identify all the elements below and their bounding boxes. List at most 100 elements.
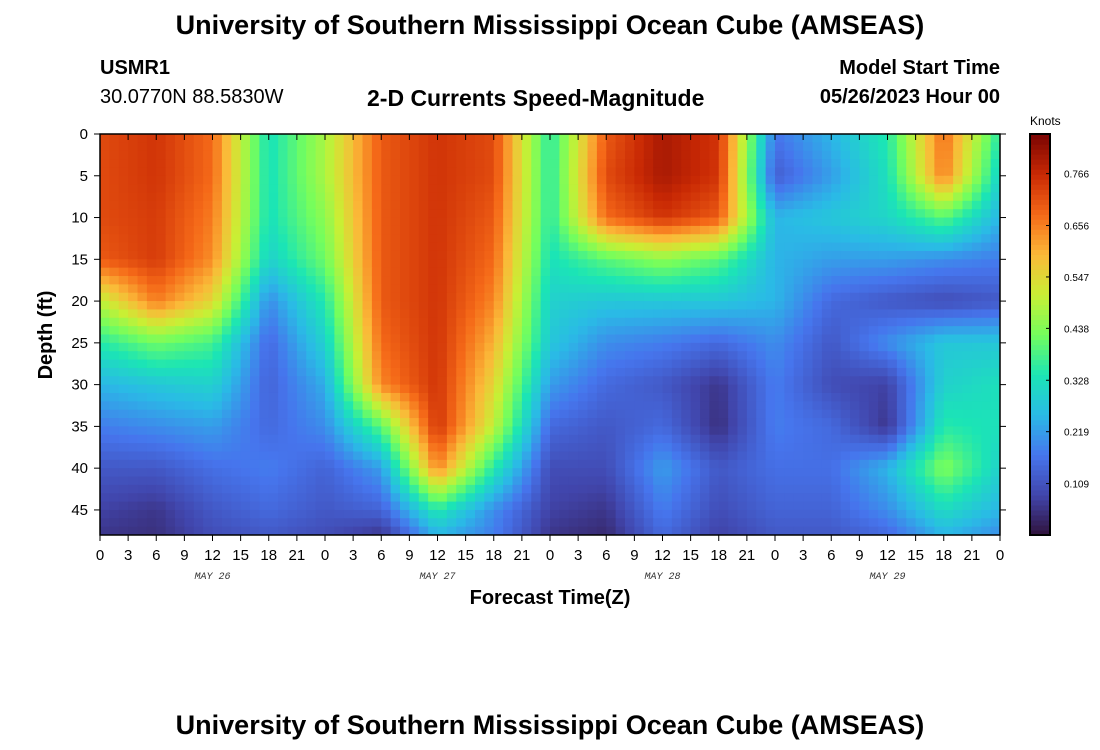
heatmap-cell bbox=[390, 301, 401, 311]
heatmap-cell bbox=[259, 376, 270, 386]
heatmap-cell bbox=[953, 276, 964, 285]
heatmap-cell bbox=[953, 468, 964, 478]
heatmap-cell bbox=[606, 426, 617, 436]
colorbar-segment bbox=[1030, 304, 1050, 311]
heatmap-cell bbox=[962, 159, 973, 169]
heatmap-cell bbox=[540, 326, 551, 336]
heatmap-cell bbox=[812, 175, 823, 185]
heatmap-cell bbox=[100, 359, 110, 369]
heatmap-cell bbox=[943, 276, 954, 285]
heatmap-cell bbox=[278, 234, 289, 244]
heatmap-cell bbox=[662, 493, 673, 503]
heatmap-cell bbox=[681, 167, 692, 177]
heatmap-cell bbox=[268, 476, 279, 486]
heatmap-cell bbox=[418, 292, 429, 302]
heatmap-cell bbox=[268, 443, 279, 453]
heatmap-cell bbox=[990, 468, 1000, 478]
heatmap-cell bbox=[146, 192, 157, 202]
heatmap-cell bbox=[671, 476, 682, 486]
heatmap-cell bbox=[503, 392, 514, 402]
heatmap-cell bbox=[831, 426, 842, 436]
heatmap-cell bbox=[381, 200, 392, 210]
heatmap-cell bbox=[859, 217, 870, 227]
heatmap-cell bbox=[559, 150, 570, 160]
heatmap-cell bbox=[156, 192, 167, 202]
heatmap-cell bbox=[390, 418, 401, 427]
heatmap-cell bbox=[268, 434, 279, 444]
heatmap-cell bbox=[475, 367, 485, 377]
heatmap-cell bbox=[915, 159, 926, 169]
heatmap-cell bbox=[568, 526, 579, 535]
heatmap-cell bbox=[793, 493, 804, 503]
heatmap-cell bbox=[850, 359, 860, 369]
heatmap-cell bbox=[728, 334, 739, 344]
heatmap-cell bbox=[662, 468, 673, 478]
heatmap-cell bbox=[850, 242, 860, 252]
heatmap-cell bbox=[625, 292, 635, 302]
heatmap-cell bbox=[371, 192, 382, 202]
heatmap-cell bbox=[203, 192, 214, 202]
heatmap-cell bbox=[146, 451, 157, 461]
x-tick-label: 12 bbox=[879, 547, 896, 564]
heatmap-cell bbox=[709, 184, 720, 194]
heatmap-cell bbox=[250, 451, 260, 461]
heatmap-cell bbox=[625, 276, 635, 285]
heatmap-cell bbox=[934, 175, 945, 185]
heatmap-cell bbox=[653, 384, 664, 394]
heatmap-cell bbox=[746, 167, 757, 177]
heatmap-cell bbox=[859, 443, 870, 453]
heatmap-cell bbox=[231, 175, 242, 185]
heatmap-cell bbox=[690, 192, 701, 202]
heatmap-cell bbox=[653, 418, 664, 427]
heatmap-cell bbox=[484, 367, 495, 377]
heatmap-cell bbox=[446, 367, 457, 377]
heatmap-cell bbox=[662, 242, 673, 252]
heatmap-cell bbox=[250, 459, 260, 469]
heatmap-cell bbox=[971, 159, 982, 169]
heatmap-cell bbox=[812, 142, 823, 152]
heatmap-cell bbox=[109, 351, 120, 361]
heatmap-cell bbox=[915, 242, 926, 252]
heatmap-cell bbox=[840, 209, 851, 219]
heatmap-cell bbox=[193, 484, 204, 494]
heatmap-cell bbox=[353, 493, 364, 503]
heatmap-cell bbox=[859, 401, 870, 411]
heatmap-cell bbox=[428, 276, 439, 285]
heatmap-cell bbox=[221, 276, 232, 285]
heatmap-cell bbox=[128, 493, 139, 503]
heatmap-cell bbox=[671, 384, 682, 394]
heatmap-cell bbox=[531, 367, 542, 377]
heatmap-cell bbox=[315, 518, 326, 528]
heatmap-cell bbox=[531, 501, 542, 511]
heatmap-cell bbox=[934, 384, 945, 394]
heatmap-cell bbox=[325, 409, 335, 419]
heatmap-cell bbox=[428, 493, 439, 503]
heatmap-cell bbox=[456, 493, 467, 503]
heatmap-cell bbox=[812, 217, 823, 227]
heatmap-cell bbox=[371, 509, 382, 519]
heatmap-cell bbox=[990, 434, 1000, 444]
heatmap-cell bbox=[746, 326, 757, 336]
heatmap-cell bbox=[400, 242, 410, 252]
heatmap-cell bbox=[343, 159, 354, 169]
heatmap-cell bbox=[418, 526, 429, 535]
heatmap-cell bbox=[625, 225, 635, 235]
heatmap-cell bbox=[990, 250, 1000, 260]
heatmap-cell bbox=[840, 392, 851, 402]
heatmap-cell bbox=[156, 459, 167, 469]
heatmap-cell bbox=[137, 493, 148, 503]
heatmap-cell bbox=[371, 326, 382, 336]
heatmap-cell bbox=[456, 134, 467, 143]
heatmap-cell bbox=[578, 284, 589, 294]
heatmap-cell bbox=[925, 334, 935, 344]
heatmap-cell bbox=[793, 409, 804, 419]
heatmap-cell bbox=[221, 217, 232, 227]
heatmap-cell bbox=[915, 167, 926, 177]
heatmap-cell bbox=[446, 142, 457, 152]
heatmap-cell bbox=[540, 409, 551, 419]
heatmap-cell bbox=[887, 250, 898, 260]
heatmap-cell bbox=[128, 242, 139, 252]
heatmap-cell bbox=[653, 392, 664, 402]
heatmap-cell bbox=[325, 209, 335, 219]
heatmap-cell bbox=[428, 434, 439, 444]
